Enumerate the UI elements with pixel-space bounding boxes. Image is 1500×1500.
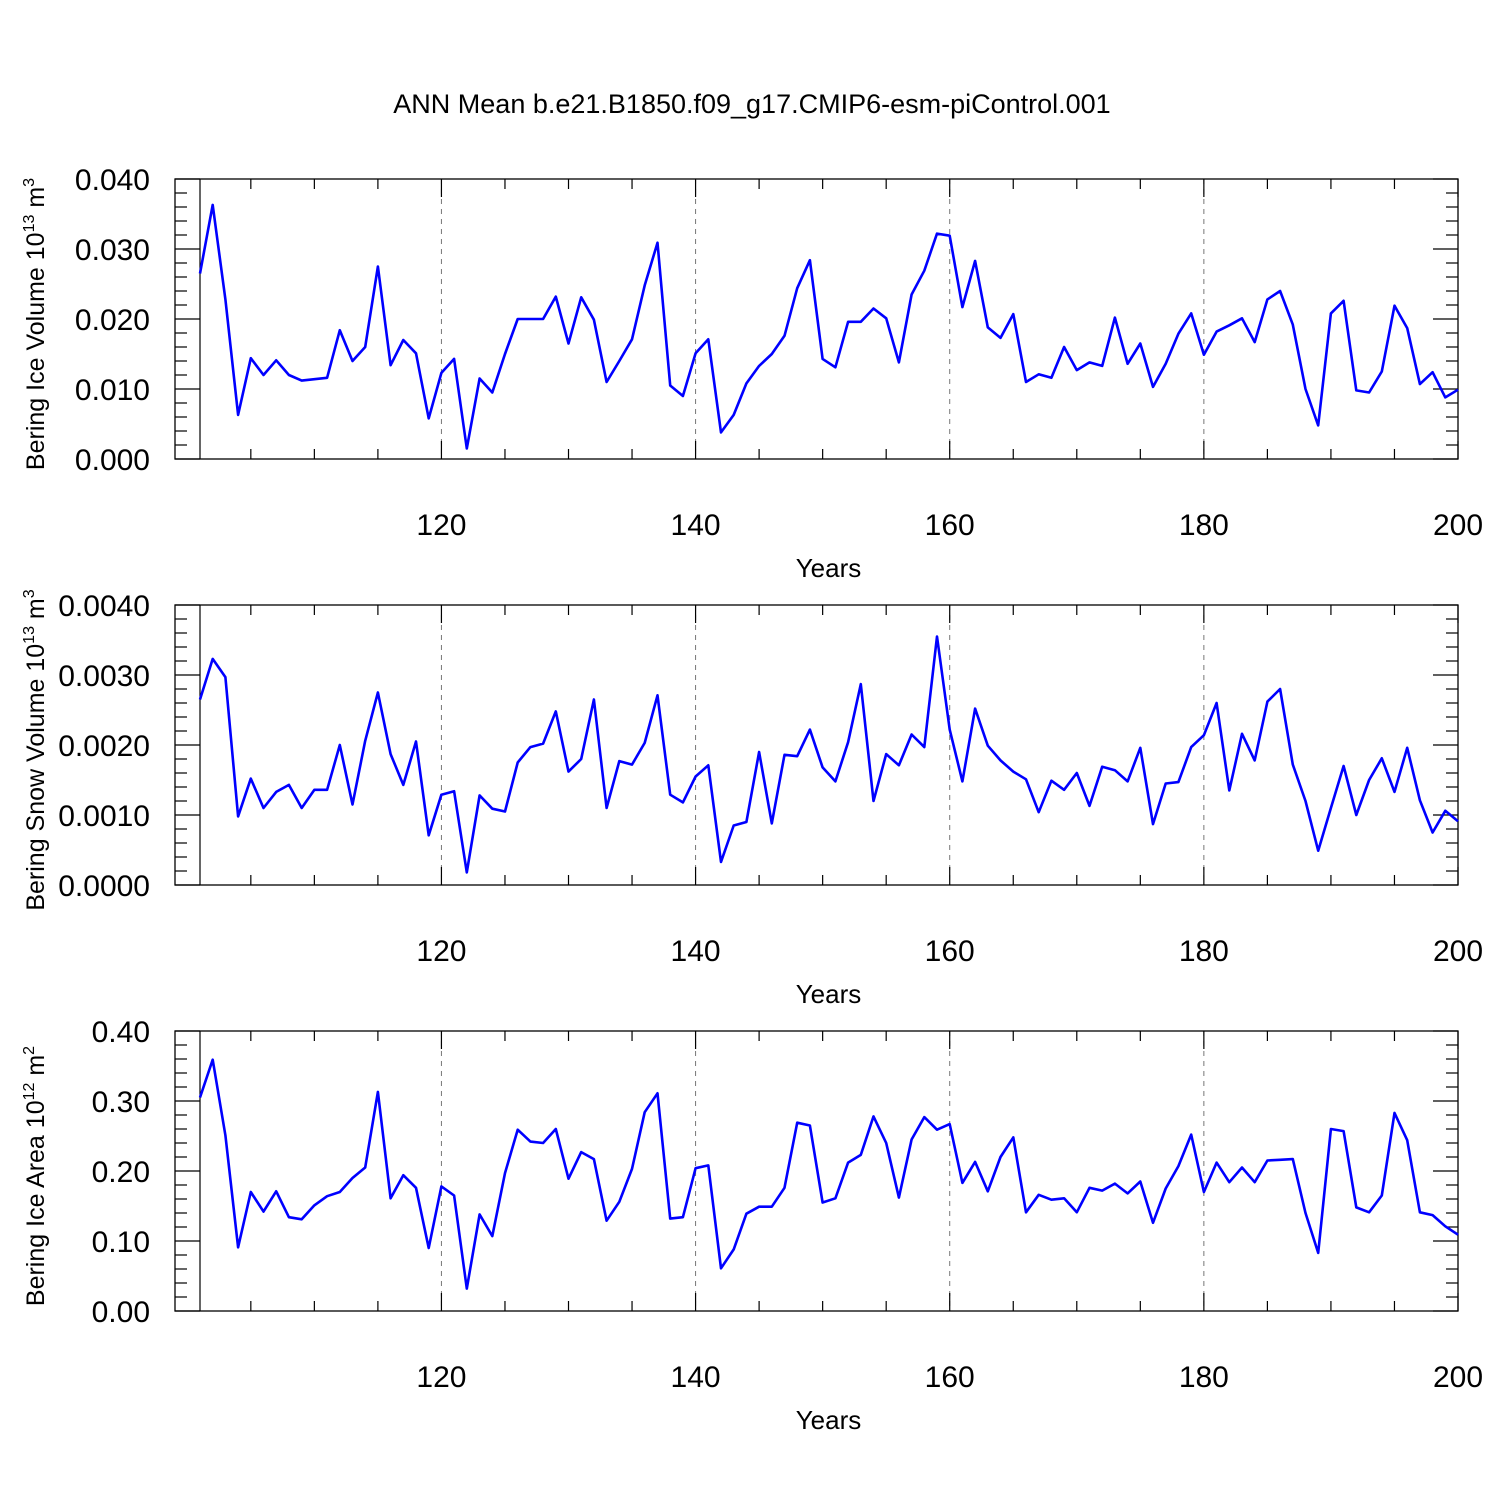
panel2-ylabel-unit: m	[22, 1055, 50, 1083]
panel2-ylabel-text: Bering Ice Area 10	[22, 1100, 50, 1306]
panel0-ytick-label: 0.020	[75, 304, 150, 337]
panel1-xtick-label: 140	[671, 935, 721, 968]
panel2-xtick-label: 200	[1433, 1361, 1483, 1394]
panel1-ytick-label: 0.0020	[58, 730, 150, 763]
panel1-xlabel: Years	[796, 979, 862, 1009]
panel2-xtick-label: 180	[1179, 1361, 1229, 1394]
panel1-series-line	[198, 635, 1459, 874]
panel0-xlabel: Years	[796, 553, 862, 583]
panel0-ytick-label: 0.000	[75, 444, 150, 477]
panel2-ylabel-exponent: 12	[21, 1082, 38, 1100]
panel2-ytick-label: 0.10	[92, 1226, 150, 1259]
panel0-ytick-label: 0.010	[75, 374, 150, 407]
panel2-ylabel-unit-exponent: 2	[21, 1046, 38, 1055]
panel1-xtick-label: 200	[1433, 935, 1483, 968]
ice-area-panel: 0.00 0.10 0.20 0.30 0.40 120 140 160 180 200 Years…	[21, 1016, 1483, 1435]
panel1-ytick-label: 0.0000	[58, 870, 150, 903]
panel0-ylabel-unit-exponent: 3	[21, 178, 38, 187]
ice-volume-panel: 0.000 0.010 0.020 0.030 0.040 120 140 160 180 200…	[21, 164, 1483, 583]
panel2-plot-frame	[174, 1030, 1459, 1312]
panel0-xtick-label: 180	[1179, 509, 1229, 542]
panel1-xtick-label: 120	[416, 935, 466, 968]
panel1-ytick-label: 0.0010	[58, 800, 150, 833]
panel0-ytick-label: 0.040	[75, 164, 150, 197]
panel0-ylabel-text: Bering Ice Volume 10	[22, 232, 50, 470]
panel0-ylabel: Bering Ice Volume 1013 m3	[21, 178, 50, 470]
panel2-xlabel: Years	[796, 1405, 862, 1435]
panel0-xtick-label: 160	[925, 509, 975, 542]
panel0-ylabel-unit: m	[22, 187, 50, 215]
panel2-ytick-label: 0.30	[92, 1086, 150, 1119]
panel0-xtick-label: 200	[1433, 509, 1483, 542]
panel1-ylabel-exponent: 13	[21, 626, 38, 644]
figure-title: ANN Mean b.e21.B1850.f09_g17.CMIP6-esm-p…	[393, 89, 1110, 119]
panel1-ylabel: Bering Snow Volume 1013 m3	[21, 589, 50, 910]
panel2-ytick-label: 0.20	[92, 1156, 150, 1189]
panel1-ytick-label: 0.0030	[58, 660, 150, 693]
panel0-series-line	[198, 203, 1459, 450]
panel2-series-line	[198, 1058, 1459, 1290]
panel0-ylabel-exponent: 13	[21, 215, 38, 233]
snow-volume-panel: 0.0000 0.0010 0.0020 0.0030 0.0040 120 140 160 1…	[21, 589, 1483, 1009]
panel1-ylabel-unit: m	[22, 598, 50, 626]
panel1-xtick-label: 180	[1179, 935, 1229, 968]
panel1-xtick-label: 160	[925, 935, 975, 968]
panel0-xtick-label: 140	[671, 509, 721, 542]
panel1-plot-frame	[174, 604, 1459, 886]
panel2-xtick-label: 140	[671, 1361, 721, 1394]
panel1-ylabel-unit-exponent: 3	[21, 589, 38, 598]
panel2-xtick-label: 160	[925, 1361, 975, 1394]
panel0-xtick-label: 120	[416, 509, 466, 542]
panel1-ytick-label: 0.0040	[58, 590, 150, 623]
panel0-ytick-label: 0.030	[75, 234, 150, 267]
panel2-ytick-label: 0.40	[92, 1016, 150, 1049]
panel2-xtick-label: 120	[416, 1361, 466, 1394]
panel2-ylabel: Bering Ice Area 1012 m2	[21, 1046, 50, 1306]
panel2-ytick-label: 0.00	[92, 1296, 150, 1329]
panel0-plot-frame	[174, 178, 1459, 460]
panel1-ylabel-text: Bering Snow Volume 10	[22, 644, 50, 911]
